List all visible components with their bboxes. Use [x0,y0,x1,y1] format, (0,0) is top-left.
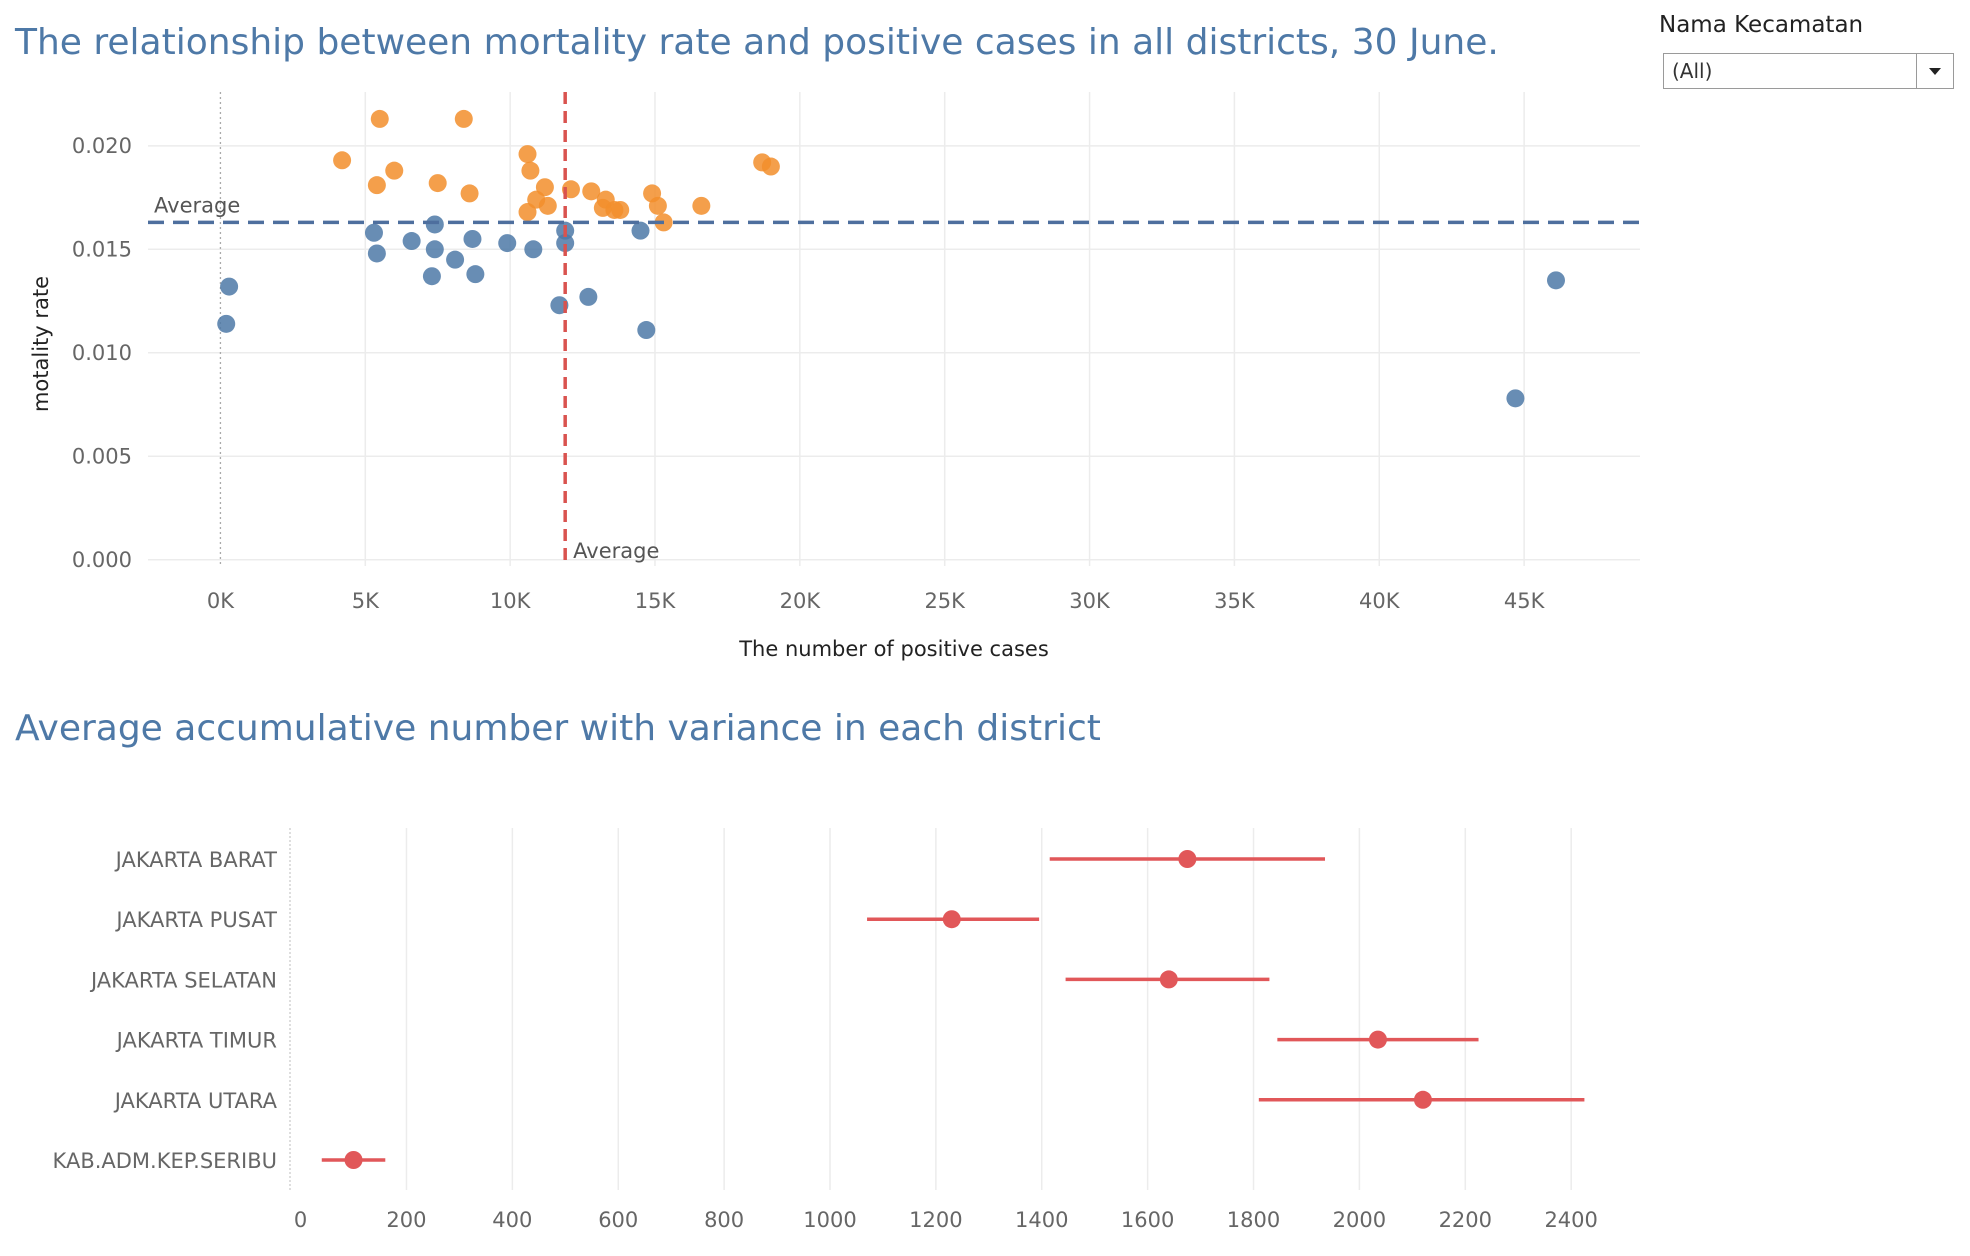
data-point [524,240,543,259]
data-point [333,151,352,170]
x-tick-label: 200 [386,1208,426,1232]
x-tick-label: 0 [294,1208,307,1232]
y-tick-label: 0.005 [72,444,132,468]
category-label: JAKARTA BARAT [114,848,278,872]
x-tick-label: 30K [1069,589,1111,613]
scatter-chart-title: The relationship between mortality rate … [15,22,1499,63]
data-point [367,176,386,195]
y-tick-label: 0.015 [72,237,132,261]
data-point [1546,271,1565,290]
data-point [1506,389,1525,408]
category-label: JAKARTA SELATAN [89,968,277,992]
average-point [1178,850,1197,868]
data-point [422,267,441,286]
data-point [425,240,444,259]
x-tick-label: 40K [1359,589,1401,613]
data-point [428,174,447,193]
category-label: JAKARTA PUSAT [114,908,277,932]
average-point [1413,1090,1432,1109]
data-point [538,196,557,215]
data-point [385,161,404,180]
x-tick-label: 25K [924,589,966,613]
average-point [942,910,961,929]
x-tick-label: 2000 [1333,1208,1386,1232]
data-point [579,287,598,306]
x-tick-label: 2200 [1439,1208,1492,1232]
x-tick-label: 800 [704,1208,744,1232]
filter-label: Nama Kecamatan [1659,12,1864,38]
data-point [761,157,780,176]
data-point [556,234,575,253]
data-point [582,182,601,201]
data-point [370,109,389,128]
x-tick-label: 10K [490,589,532,613]
data-point [692,196,711,215]
data-point [648,196,667,215]
category-label: JAKARTA UTARA [113,1089,278,1113]
x-tick-label: 1400 [1015,1208,1068,1232]
x-tick-label: 600 [598,1208,638,1232]
x-tick-label: 1600 [1121,1208,1174,1232]
interval-chart-title: Average accumulative number with varianc… [15,708,1101,749]
category-label: JAKARTA TIMUR [115,1029,277,1053]
x-tick-label: 0K [207,589,235,613]
average-point [1368,1030,1387,1049]
data-point [518,203,537,222]
data-point [611,200,630,219]
data-point [367,244,386,263]
data-point [466,265,485,284]
data-point [521,161,540,180]
data-point [217,314,236,333]
data-point [460,184,479,203]
x-tick-label: 5K [352,589,380,613]
filter-selected-value: (All) [1672,59,1713,83]
x-axis-title: The number of positive cases [738,637,1049,661]
y-tick-label: 0.020 [72,134,132,158]
y-average-label: Average [154,193,240,217]
data-point [637,321,656,340]
x-tick-label: 20K [780,589,822,613]
data-point [454,109,473,128]
y-tick-label: 0.000 [72,548,132,572]
x-tick-label: 15K [635,589,677,613]
dropdown-button[interactable] [1916,54,1953,88]
x-tick-label: 2400 [1544,1208,1597,1232]
x-tick-label: 35K [1214,589,1256,613]
data-point [220,277,239,296]
y-axis-title: motality rate [29,276,53,412]
data-point [631,221,650,240]
data-point [498,234,517,253]
x-tick-label: 1200 [909,1208,962,1232]
district-filter-dropdown[interactable]: (All) [1663,53,1954,89]
y-tick-label: 0.010 [72,341,132,365]
data-point [364,223,383,242]
x-tick-label: 400 [492,1208,532,1232]
data-point [463,229,482,248]
average-point [1159,970,1178,989]
x-tick-label: 1000 [803,1208,856,1232]
chevron-down-icon [1929,68,1941,75]
category-label: KAB.ADM.KEP.SERIBU [53,1149,277,1173]
x-tick-label: 45K [1504,589,1546,613]
data-point [518,145,537,164]
x-average-label: Average [573,539,659,563]
x-tick-label: 1800 [1227,1208,1280,1232]
average-point [344,1151,363,1169]
data-point [425,215,444,234]
data-point [446,250,465,269]
data-point [402,232,421,251]
